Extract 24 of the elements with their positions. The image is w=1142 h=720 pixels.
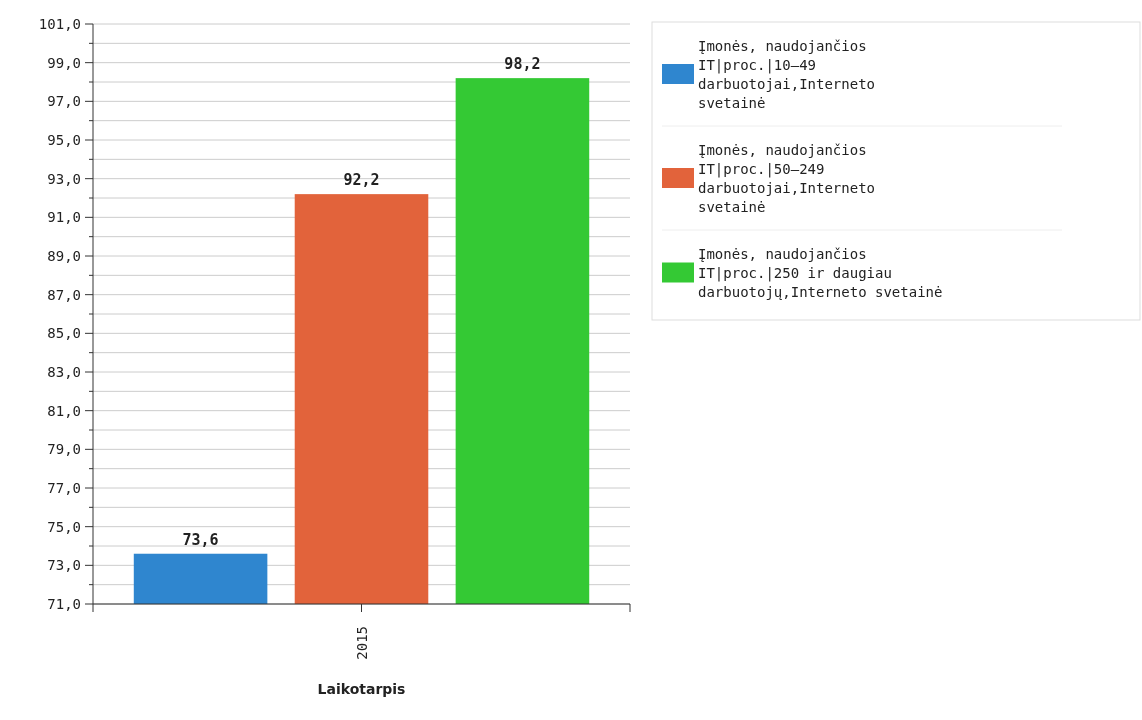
y-tick-label: 83,0 xyxy=(47,364,81,380)
y-tick-label: 73,0 xyxy=(47,557,81,574)
y-tick-label: 79,0 xyxy=(47,441,81,458)
x-tick-label: 2015 xyxy=(353,626,370,660)
y-tick-label: 93,0 xyxy=(47,170,81,187)
y-tick-label: 87,0 xyxy=(47,286,81,303)
legend-label: Įmonės, naudojančios IT|proc.|50–249 darbuotojai,Interneto svetainė xyxy=(698,141,884,215)
y-tick-label: 89,0 xyxy=(47,248,81,264)
data-label: 98,2 xyxy=(504,55,541,74)
y-tick-label: 97,0 xyxy=(47,93,81,110)
data-label: 92,2 xyxy=(343,171,380,190)
y-tick-label: 71,0 xyxy=(47,596,81,612)
legend-label: Įmonės, naudojančios IT|proc.|250 ir daugiau darbuotojų,Interneto svetainė xyxy=(698,245,943,300)
data-label: 73,6 xyxy=(182,530,219,549)
y-tick-label: 75,0 xyxy=(47,518,81,535)
y-tick-label: 77,0 xyxy=(47,480,81,496)
y-tick-label: 95,0 xyxy=(47,132,81,148)
legend-label: Įmonės, naudojančios IT|proc.|10–49 darbuotojai,Interneto svetainė xyxy=(698,37,884,111)
y-tick-label: 81,0 xyxy=(47,402,81,419)
y-tick-label: 101,0 xyxy=(38,16,81,32)
y-tick-label: 85,0 xyxy=(47,325,81,342)
y-tick-label: 91,0 xyxy=(47,209,81,226)
y-tick-label: 99,0 xyxy=(47,54,81,71)
x-axis-title: Laikotarpis xyxy=(317,681,406,697)
